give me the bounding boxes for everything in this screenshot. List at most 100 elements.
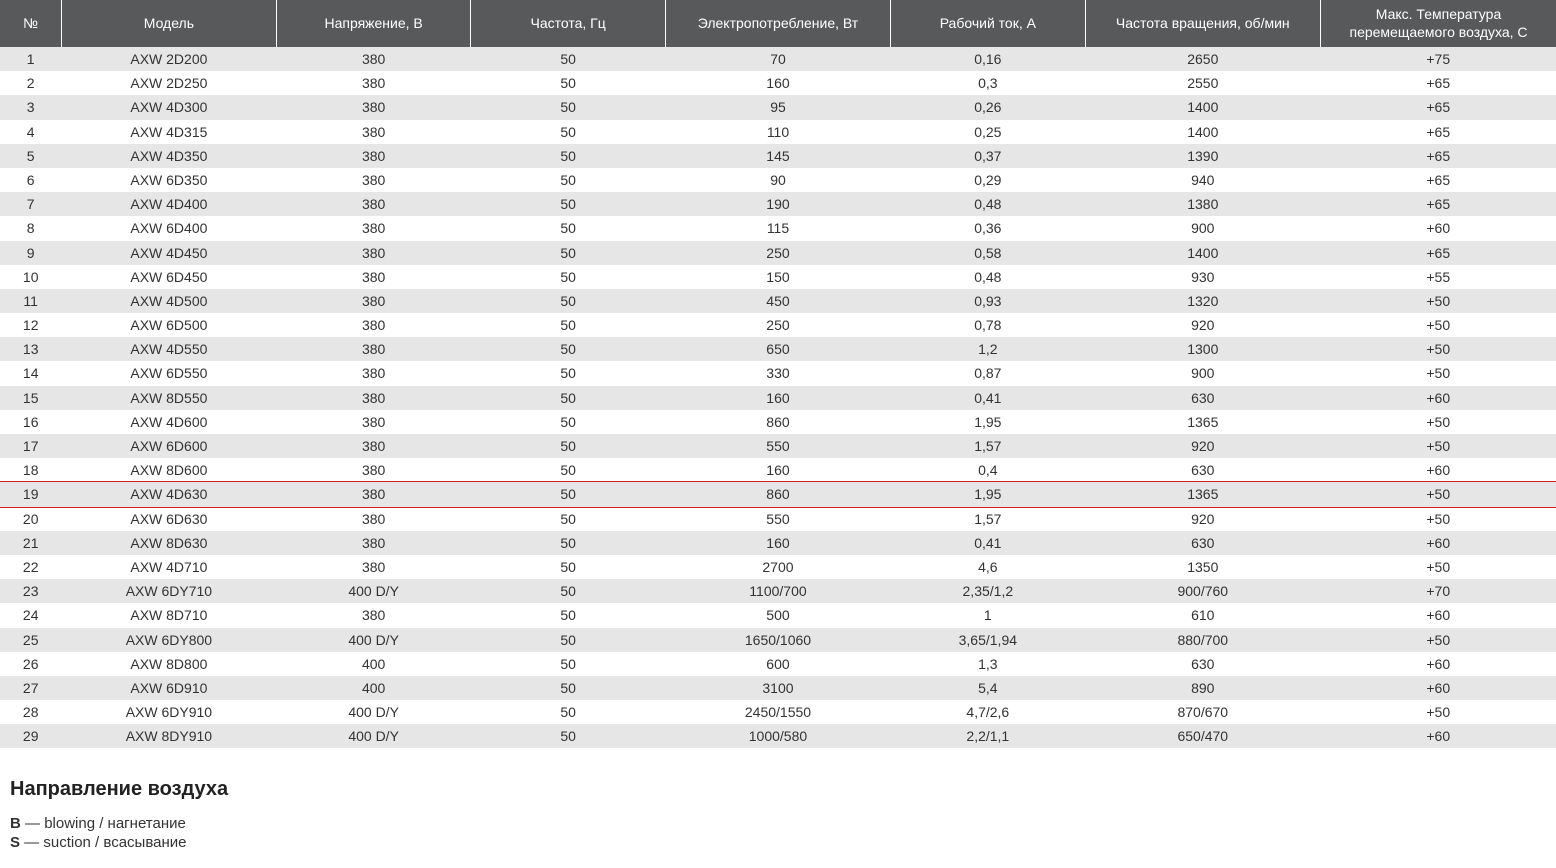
cell-num: 29 xyxy=(0,724,61,748)
cell-model: AXW 4D630 xyxy=(61,482,276,506)
cell-power: 600 xyxy=(665,652,890,676)
cell-model: AXW 6DY910 xyxy=(61,700,276,724)
cell-power: 145 xyxy=(665,144,890,168)
cell-model: AXW 4D400 xyxy=(61,192,276,216)
cell-rpm: 2650 xyxy=(1085,47,1320,71)
cell-model: AXW 6D450 xyxy=(61,265,276,289)
cell-rpm: 1365 xyxy=(1085,482,1320,506)
cell-voltage: 380 xyxy=(276,216,471,240)
cell-rpm: 1320 xyxy=(1085,289,1320,313)
cell-power: 650 xyxy=(665,337,890,361)
cell-voltage: 380 xyxy=(276,289,471,313)
cell-num: 23 xyxy=(0,579,61,603)
cell-rpm: 630 xyxy=(1085,386,1320,410)
table-row: 14AXW 6D550380503300,87900+50 xyxy=(0,361,1556,385)
cell-rpm: 630 xyxy=(1085,531,1320,555)
cell-rpm: 900/760 xyxy=(1085,579,1320,603)
table-row: 24AXW 8D710380505001610+60 xyxy=(0,603,1556,627)
spec-table: № Модель Напряжение, В Частота, Гц Элект… xyxy=(0,0,1556,748)
cell-current: 1,95 xyxy=(891,410,1086,434)
cell-model: AXW 8D710 xyxy=(61,603,276,627)
table-row: 19AXW 4D630380508601,951365+50 xyxy=(0,482,1556,506)
cell-temp: +60 xyxy=(1321,652,1556,676)
cell-current: 1,57 xyxy=(891,507,1086,531)
cell-voltage: 380 xyxy=(276,410,471,434)
cell-model: AXW 6D600 xyxy=(61,434,276,458)
cell-temp: +60 xyxy=(1321,216,1556,240)
cell-rpm: 1300 xyxy=(1085,337,1320,361)
cell-temp: +50 xyxy=(1321,482,1556,506)
cell-model: AXW 2D200 xyxy=(61,47,276,71)
table-row: 9AXW 4D450380502500,581400+65 xyxy=(0,241,1556,265)
col-model: Модель xyxy=(61,0,276,47)
legend-sep: — xyxy=(20,834,43,851)
cell-voltage: 380 xyxy=(276,71,471,95)
cell-temp: +65 xyxy=(1321,120,1556,144)
cell-current: 0,48 xyxy=(891,265,1086,289)
cell-current: 0,41 xyxy=(891,386,1086,410)
cell-model: AXW 4D600 xyxy=(61,410,276,434)
table-row: 16AXW 4D600380508601,951365+50 xyxy=(0,410,1556,434)
cell-temp: +75 xyxy=(1321,47,1556,71)
legend-item: S — suction / всасывание xyxy=(10,834,1546,851)
cell-num: 16 xyxy=(0,410,61,434)
cell-model: AXW 6D630 xyxy=(61,507,276,531)
cell-power: 1100/700 xyxy=(665,579,890,603)
table-row: 1AXW 2D20038050700,162650+75 xyxy=(0,47,1556,71)
cell-freq: 50 xyxy=(471,120,666,144)
cell-temp: +50 xyxy=(1321,628,1556,652)
table-row: 18AXW 8D600380501600,4630+60 xyxy=(0,458,1556,482)
cell-current: 1 xyxy=(891,603,1086,627)
cell-current: 5,4 xyxy=(891,676,1086,700)
cell-freq: 50 xyxy=(471,192,666,216)
cell-voltage: 380 xyxy=(276,192,471,216)
cell-power: 860 xyxy=(665,410,890,434)
cell-voltage: 380 xyxy=(276,168,471,192)
cell-freq: 50 xyxy=(471,361,666,385)
cell-power: 550 xyxy=(665,507,890,531)
cell-freq: 50 xyxy=(471,507,666,531)
cell-model: AXW 6D400 xyxy=(61,216,276,240)
table-row: 26AXW 8D800400506001,3630+60 xyxy=(0,652,1556,676)
cell-current: 0,37 xyxy=(891,144,1086,168)
cell-current: 1,3 xyxy=(891,652,1086,676)
cell-num: 1 xyxy=(0,47,61,71)
cell-temp: +50 xyxy=(1321,700,1556,724)
cell-freq: 50 xyxy=(471,628,666,652)
cell-rpm: 1380 xyxy=(1085,192,1320,216)
cell-voltage: 380 xyxy=(276,386,471,410)
cell-freq: 50 xyxy=(471,313,666,337)
cell-rpm: 630 xyxy=(1085,652,1320,676)
cell-current: 1,2 xyxy=(891,337,1086,361)
cell-current: 0,4 xyxy=(891,458,1086,482)
cell-power: 3100 xyxy=(665,676,890,700)
cell-power: 70 xyxy=(665,47,890,71)
cell-freq: 50 xyxy=(471,410,666,434)
cell-model: AXW 4D710 xyxy=(61,555,276,579)
table-row: 5AXW 4D350380501450,371390+65 xyxy=(0,144,1556,168)
table-row: 22AXW 4D7103805027004,61350+50 xyxy=(0,555,1556,579)
table-row: 3AXW 4D30038050950,261400+65 xyxy=(0,95,1556,119)
cell-current: 4,7/2,6 xyxy=(891,700,1086,724)
cell-model: AXW 4D300 xyxy=(61,95,276,119)
cell-model: AXW 6D910 xyxy=(61,676,276,700)
cell-current: 4,6 xyxy=(891,555,1086,579)
cell-num: 27 xyxy=(0,676,61,700)
cell-model: AXW 6D550 xyxy=(61,361,276,385)
cell-freq: 50 xyxy=(471,71,666,95)
cell-power: 110 xyxy=(665,120,890,144)
cell-freq: 50 xyxy=(471,434,666,458)
cell-power: 550 xyxy=(665,434,890,458)
table-row: 23AXW 6DY710400 D/Y501100/7002,35/1,2900… xyxy=(0,579,1556,603)
cell-num: 12 xyxy=(0,313,61,337)
cell-freq: 50 xyxy=(471,700,666,724)
cell-current: 0,3 xyxy=(891,71,1086,95)
cell-rpm: 2550 xyxy=(1085,71,1320,95)
cell-model: AXW 4D315 xyxy=(61,120,276,144)
cell-temp: +60 xyxy=(1321,386,1556,410)
cell-freq: 50 xyxy=(471,241,666,265)
cell-temp: +50 xyxy=(1321,313,1556,337)
col-num: № xyxy=(0,0,61,47)
cell-power: 160 xyxy=(665,458,890,482)
col-rpm: Частота вращения, об/мин xyxy=(1085,0,1320,47)
